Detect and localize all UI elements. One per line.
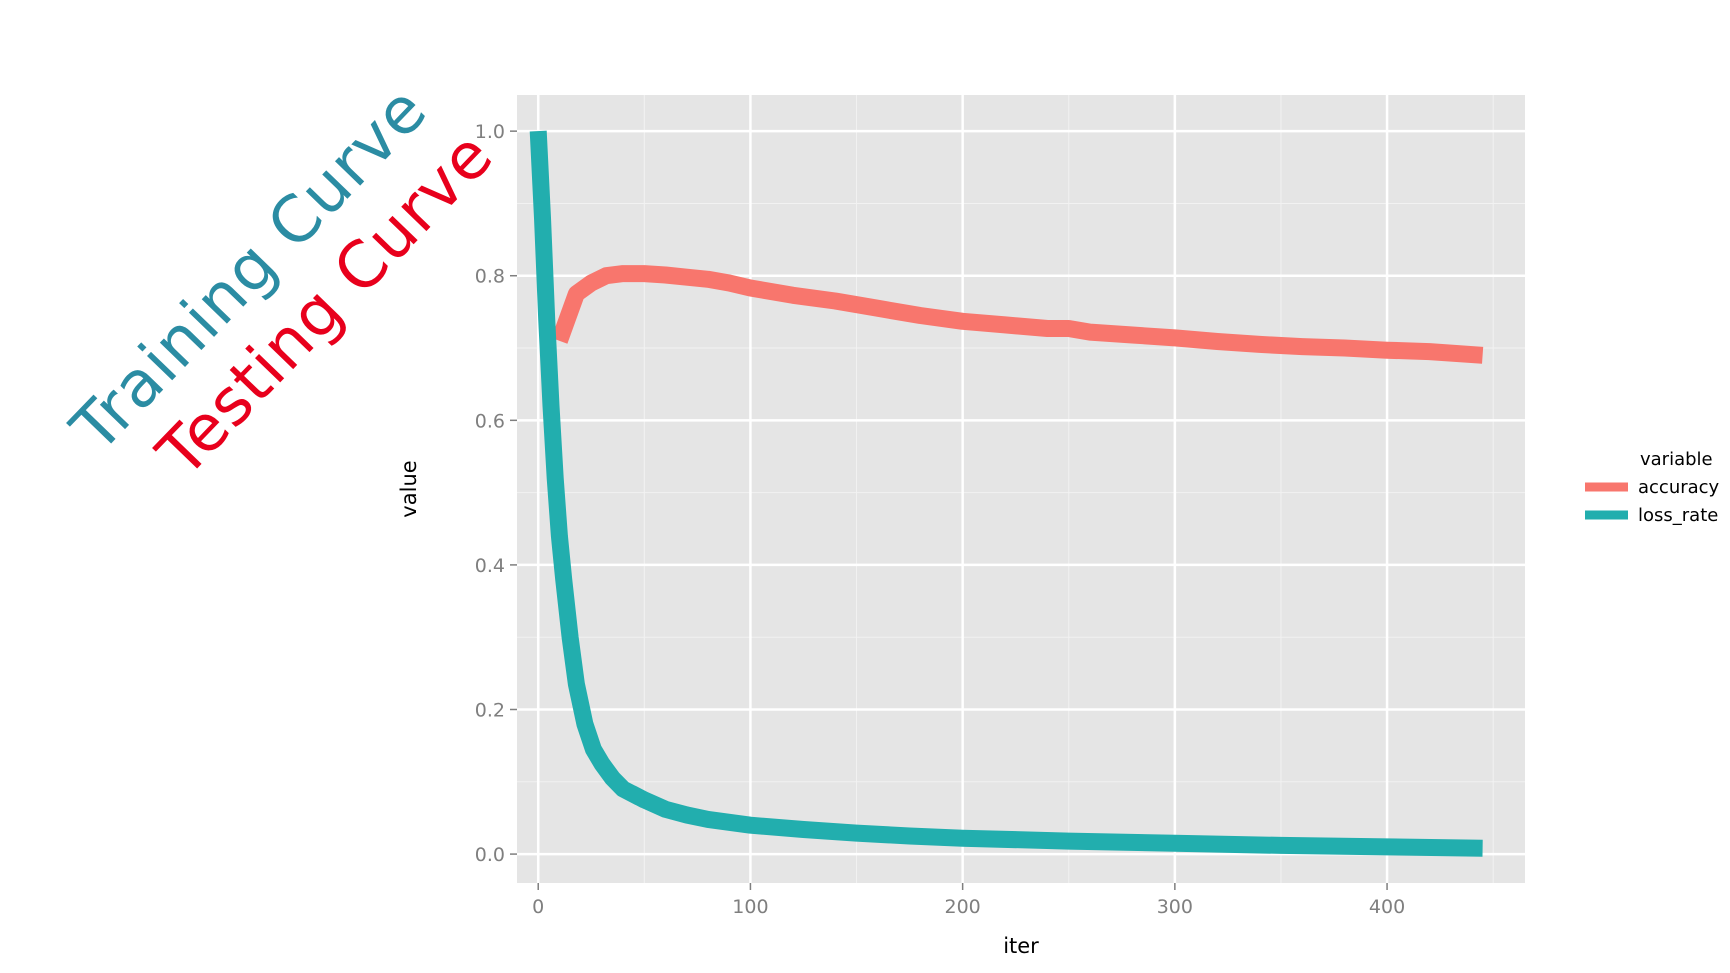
y-axis: 0.0 0.2 0.4 0.6 0.8 1.0 — [475, 121, 517, 866]
legend-label-loss-rate: loss_rate — [1638, 505, 1718, 526]
x-tick-label: 0 — [532, 896, 544, 918]
x-tick-label: 200 — [945, 896, 981, 918]
y-tick-label: 0.6 — [475, 410, 505, 432]
y-tick-label: 0.8 — [475, 266, 505, 288]
y-tick-label: 1.0 — [475, 121, 505, 143]
y-tick-label: 0.0 — [475, 844, 505, 866]
x-axis-title: iter — [1003, 934, 1039, 958]
y-tick-label: 0.2 — [475, 699, 505, 721]
y-tick-label: 0.4 — [475, 555, 505, 577]
legend: variable accuracy loss_rate — [1585, 449, 1720, 526]
x-tick-label: 400 — [1369, 896, 1405, 918]
x-tick-label: 100 — [732, 896, 768, 918]
series-layer — [529, 130, 1484, 857]
x-tick-label: 300 — [1157, 896, 1193, 918]
legend-title: variable — [1640, 449, 1713, 470]
x-axis: 0 100 200 300 400 — [532, 883, 1405, 918]
plot-panel — [517, 95, 1525, 883]
series-line-accuracy — [551, 265, 1484, 364]
y-axis-title: value — [397, 460, 421, 517]
legend-label-accuracy: accuracy — [1638, 477, 1720, 498]
series-line-loss-rate — [529, 130, 1483, 857]
